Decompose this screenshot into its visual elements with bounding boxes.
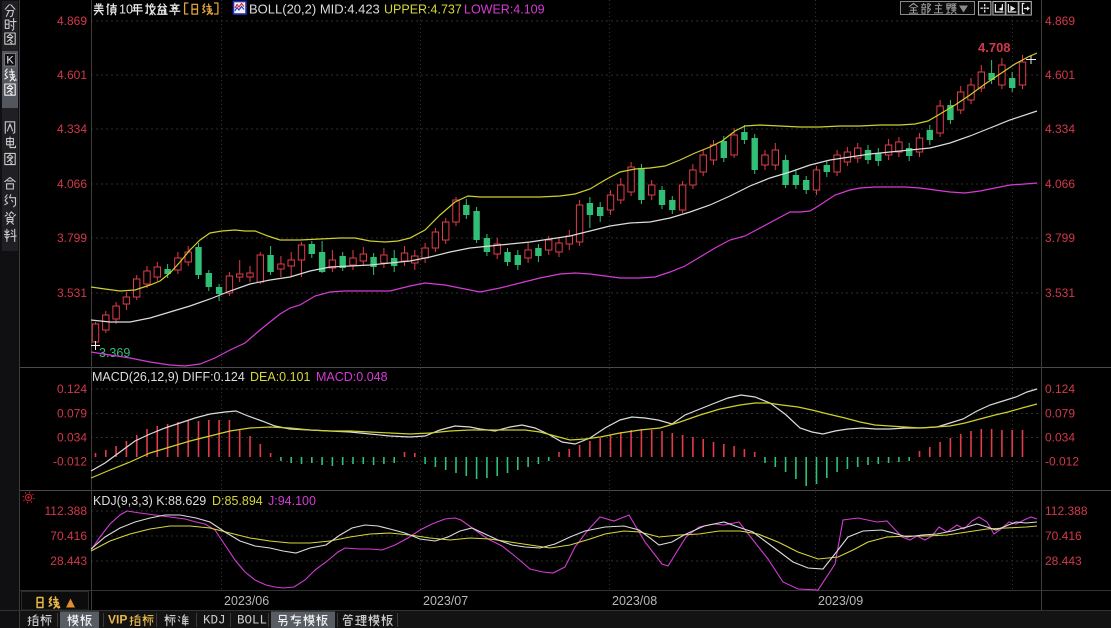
svg-text:3.531: 3.531 bbox=[1045, 286, 1075, 300]
svg-text:UPPER:4.737: UPPER:4.737 bbox=[384, 3, 462, 17]
svg-text:4.601: 4.601 bbox=[57, 68, 87, 82]
svg-text:0.079: 0.079 bbox=[57, 407, 87, 421]
svg-text:0.124: 0.124 bbox=[57, 382, 87, 396]
svg-text:KDJ: KDJ bbox=[203, 614, 226, 628]
svg-text:28.443: 28.443 bbox=[50, 554, 87, 568]
svg-text:J:94.100: J:94.100 bbox=[268, 494, 316, 508]
svg-text:4.066: 4.066 bbox=[57, 177, 87, 191]
svg-text:K: K bbox=[6, 55, 14, 67]
svg-text:10: 10 bbox=[119, 3, 133, 17]
svg-text:-0.012: -0.012 bbox=[1045, 455, 1079, 469]
svg-text:LOWER:4.109: LOWER:4.109 bbox=[464, 3, 545, 17]
svg-text:2023/08: 2023/08 bbox=[612, 594, 657, 608]
svg-text:4.334: 4.334 bbox=[1045, 122, 1075, 136]
svg-text:4.869: 4.869 bbox=[57, 14, 87, 28]
svg-text:70.416: 70.416 bbox=[1045, 529, 1082, 543]
svg-text:4.066: 4.066 bbox=[1045, 177, 1075, 191]
svg-text:3.799: 3.799 bbox=[57, 231, 87, 245]
svg-text:3.531: 3.531 bbox=[57, 286, 87, 300]
svg-text:112.388: 112.388 bbox=[1045, 504, 1088, 518]
svg-text:KDJ(9,3,3) K:88.629: KDJ(9,3,3) K:88.629 bbox=[93, 494, 206, 508]
svg-text:MACD(26,12,9) DIFF:0.124: MACD(26,12,9) DIFF:0.124 bbox=[92, 370, 245, 384]
svg-text:4.869: 4.869 bbox=[1045, 14, 1075, 28]
svg-text:4.708: 4.708 bbox=[978, 40, 1011, 55]
svg-text:4.334: 4.334 bbox=[57, 122, 87, 136]
svg-text:0.034: 0.034 bbox=[57, 431, 87, 445]
svg-text:70.416: 70.416 bbox=[50, 529, 87, 543]
svg-text:0.034: 0.034 bbox=[1045, 431, 1075, 445]
svg-text:BOLL: BOLL bbox=[237, 614, 267, 628]
svg-text:3.799: 3.799 bbox=[1045, 231, 1075, 245]
svg-text:MACD:0.048: MACD:0.048 bbox=[316, 370, 388, 384]
svg-text:DEA:0.101: DEA:0.101 bbox=[250, 370, 311, 384]
svg-text:28.443: 28.443 bbox=[1045, 554, 1082, 568]
svg-text:0.079: 0.079 bbox=[1045, 407, 1075, 421]
svg-text:112.388: 112.388 bbox=[45, 504, 88, 518]
svg-text:-0.012: -0.012 bbox=[53, 455, 87, 469]
svg-text:2023/09: 2023/09 bbox=[818, 594, 863, 608]
svg-text:2023/06: 2023/06 bbox=[224, 594, 269, 608]
svg-text:BOLL(20,2) MID:4.423: BOLL(20,2) MID:4.423 bbox=[249, 2, 380, 17]
svg-text:4.601: 4.601 bbox=[1045, 68, 1075, 82]
svg-text:D:85.894: D:85.894 bbox=[212, 494, 263, 508]
svg-text:2023/07: 2023/07 bbox=[423, 594, 468, 608]
svg-text:0.124: 0.124 bbox=[1045, 382, 1075, 396]
svg-text:VIP: VIP bbox=[108, 613, 127, 627]
